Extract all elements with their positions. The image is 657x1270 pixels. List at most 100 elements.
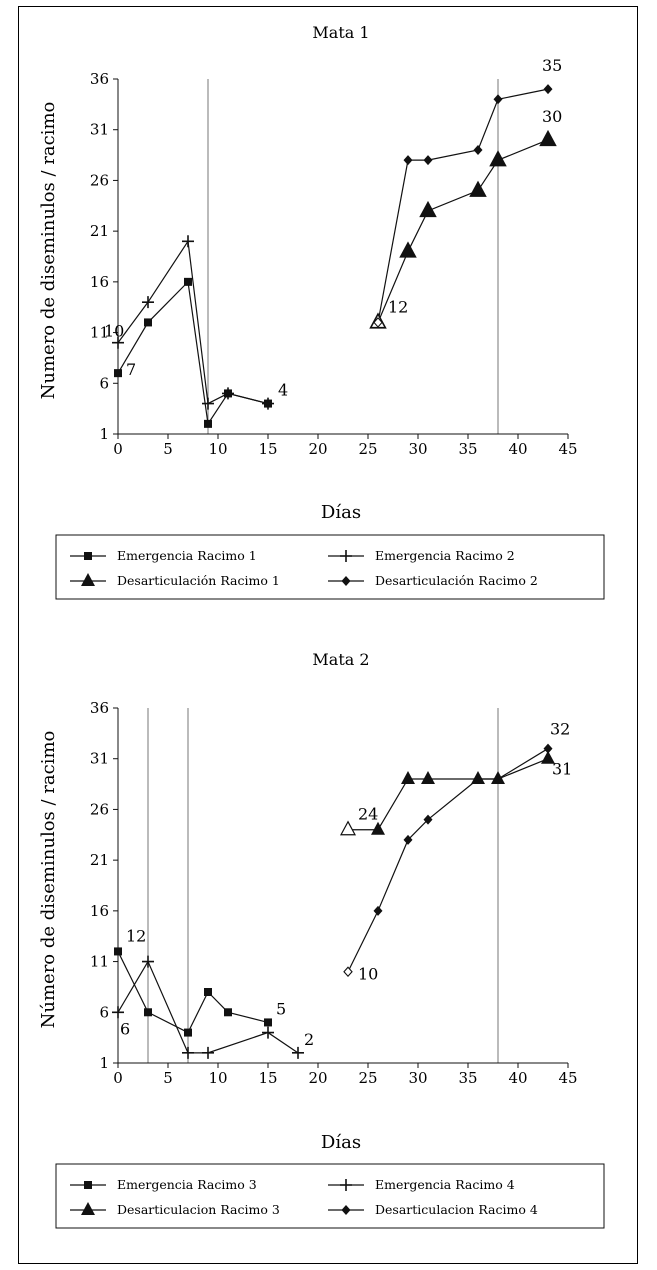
legend-marker [81, 573, 95, 586]
y-tick-label: 21 [90, 222, 109, 240]
x-tick-label: 0 [113, 440, 123, 458]
data-point [373, 905, 383, 916]
figure-frame: Mata 1 1 6 11 16 21 26 31 36 0 5 10 15 20 25 30 35 40 45 Nu… [18, 6, 638, 1264]
x-tick-label: 15 [258, 440, 277, 458]
data-point [144, 318, 152, 327]
x-tick-label: 25 [358, 1069, 377, 1087]
data-point [112, 336, 124, 349]
y-tick-label: 31 [90, 750, 109, 768]
x-tick-label: 20 [308, 440, 327, 458]
legend-marker [340, 1179, 352, 1191]
chart-title: Mata 1 [312, 23, 369, 42]
legend-box [55, 534, 605, 600]
series-triangle [369, 129, 557, 329]
series-line [117, 280, 269, 426]
data-label: 30 [542, 107, 562, 126]
legend-label: Desarticulacion Racimo 3 [117, 1202, 280, 1217]
x-tick-label: 45 [558, 440, 577, 458]
x-tick-label: 35 [458, 1069, 477, 1087]
data-label: 10 [358, 965, 378, 984]
data-label: 5 [276, 999, 286, 1018]
y-axis-label: Numero de diseminulos / racimo [38, 102, 59, 400]
legend-box [55, 1163, 605, 1229]
data-point [184, 1028, 192, 1037]
series-line [377, 88, 549, 323]
data-point [371, 821, 385, 835]
data-point [142, 955, 154, 968]
start-point [373, 317, 383, 328]
legend-marker [341, 1205, 351, 1215]
data-point [222, 387, 234, 400]
legend-marker [341, 576, 351, 586]
y-tick-label: 31 [90, 121, 109, 139]
legend-label: Emergencia Racimo 4 [375, 1177, 515, 1192]
y-tick-label: 1 [99, 1054, 109, 1072]
chart-title: Mata 2 [312, 650, 369, 669]
legend-label: Desarticulación Racimo 2 [375, 573, 538, 588]
data-point [204, 988, 212, 996]
y-tick-label: 26 [90, 171, 109, 189]
legend-label: Desarticulación Racimo 1 [117, 573, 280, 588]
data-point [262, 1026, 274, 1039]
data-label: 31 [552, 760, 572, 779]
start-point [339, 820, 357, 836]
data-label: 10 [104, 322, 124, 341]
data-point [114, 947, 122, 956]
x-tick-label: 45 [558, 1069, 577, 1087]
x-tick-label: 10 [208, 1069, 227, 1087]
x-axis-label: Días [321, 502, 361, 523]
y-tick-label: 16 [90, 902, 109, 920]
data-point [543, 743, 553, 754]
data-point [264, 1018, 272, 1027]
y-tick-label: 6 [99, 1003, 109, 1021]
series-plus [112, 955, 304, 1059]
data-point [292, 1046, 304, 1059]
x-tick-label: 40 [508, 1069, 527, 1087]
legend-label: Emergencia Racimo 2 [375, 548, 515, 563]
y-tick-label: 11 [90, 953, 109, 971]
series-line [117, 239, 269, 405]
y-tick-label: 36 [90, 70, 109, 88]
series-line [347, 748, 549, 972]
x-tick-label: 20 [308, 1069, 327, 1087]
data-point [144, 1008, 152, 1017]
data-point [262, 397, 274, 410]
x-tick-label: 15 [258, 1069, 277, 1087]
data-point [423, 814, 433, 825]
series-square [114, 947, 272, 1037]
data-label: 12 [388, 297, 408, 316]
x-tick-label: 40 [508, 440, 527, 458]
data-point [224, 1008, 232, 1017]
data-label: 7 [126, 360, 136, 379]
x-tick-label: 25 [358, 440, 377, 458]
legend-marker [84, 1181, 92, 1189]
x-axis-label: Días [321, 1132, 361, 1153]
y-tick-label: 36 [90, 699, 109, 717]
y-tick-label: 26 [90, 800, 109, 818]
data-label: 12 [126, 926, 146, 945]
data-point [543, 84, 553, 95]
data-label: 35 [542, 56, 562, 75]
series-line [377, 139, 549, 323]
start-point [343, 966, 353, 978]
data-point [182, 1046, 194, 1059]
data-point [204, 419, 212, 428]
series-line [117, 951, 269, 1034]
data-point [419, 200, 437, 218]
x-tick-label: 5 [163, 440, 173, 458]
data-point [202, 397, 214, 410]
x-tick-label: 0 [113, 1069, 123, 1087]
data-point [114, 369, 122, 378]
data-point [541, 750, 555, 764]
y-tick-label: 21 [90, 851, 109, 869]
data-point [403, 834, 413, 845]
x-tick-label: 35 [458, 440, 477, 458]
x-tick-label: 30 [408, 440, 427, 458]
data-point [489, 150, 507, 167]
legend-marker [84, 552, 92, 560]
legend-label: Desarticulacion Racimo 4 [375, 1202, 538, 1217]
data-point [493, 774, 503, 784]
